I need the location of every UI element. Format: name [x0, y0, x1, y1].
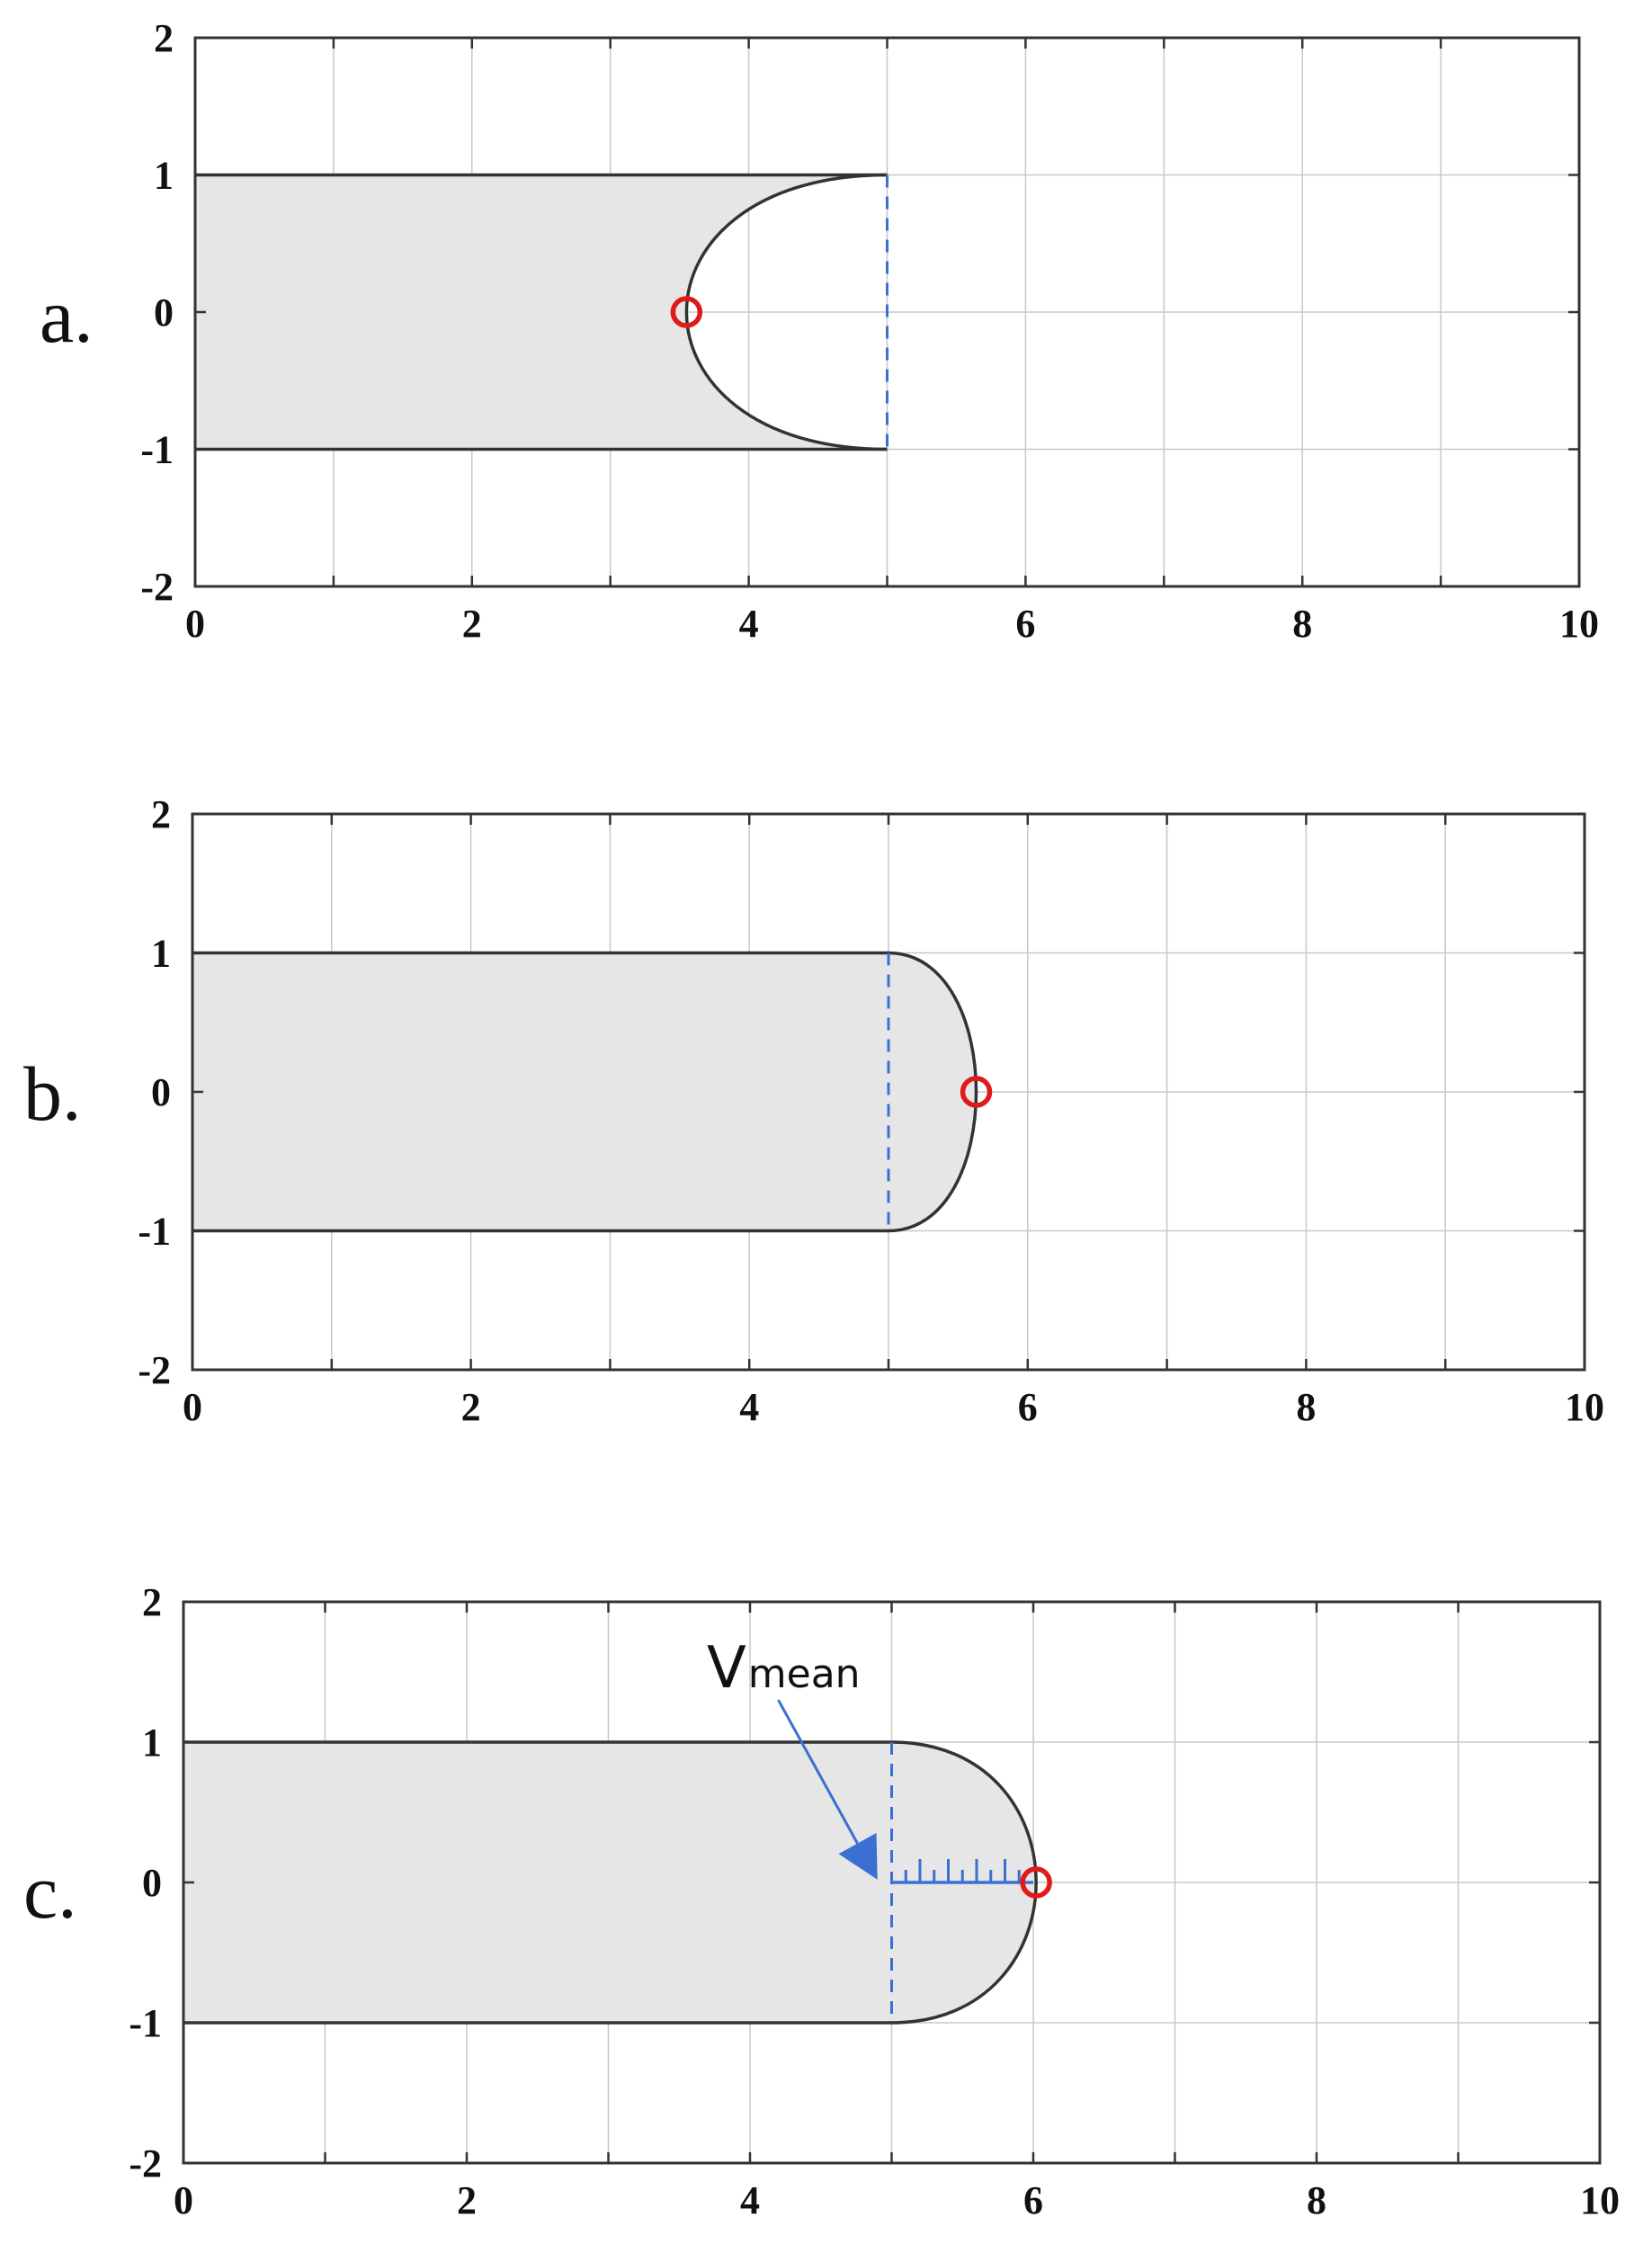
annotation-label-sub: mean	[748, 1651, 861, 1697]
x-tick-label: 0	[174, 2178, 193, 2222]
y-tick-label: 2	[154, 16, 174, 60]
annotation-label-main: V	[707, 1635, 746, 1702]
x-tick-label: 4	[740, 2178, 760, 2222]
y-tick-label: 1	[142, 1721, 162, 1765]
y-tick-label: 0	[151, 1070, 171, 1114]
y-tick-label: 1	[154, 154, 174, 198]
annotation-label: Vmean	[707, 1635, 861, 1702]
x-tick-label: 0	[183, 1385, 202, 1429]
y-tick-label: -1	[138, 1210, 171, 1254]
front-curve	[891, 1740, 1038, 2025]
x-tick-label: 8	[1296, 1385, 1316, 1429]
x-tick-label: 4	[739, 1385, 759, 1429]
front-marker	[960, 1076, 993, 1108]
y-tick-label: -1	[129, 2001, 162, 2045]
fluid-region	[195, 174, 888, 450]
panel-label: a.	[40, 273, 94, 359]
x-tick-label: 0	[185, 602, 205, 646]
y-tick-label: -2	[129, 2141, 162, 2186]
y-tick-label: 0	[154, 291, 174, 335]
y-tick-label: 1	[151, 932, 171, 976]
panel-label: c.	[23, 1848, 77, 1935]
x-tick-label: 4	[739, 602, 759, 646]
front-marker	[670, 296, 703, 328]
panel-label: b.	[23, 1050, 82, 1137]
x-tick-label: 6	[1023, 2178, 1043, 2222]
x-tick-label: 2	[461, 1385, 481, 1429]
y-tick-label: 0	[142, 1861, 162, 1905]
x-tick-label: 8	[1292, 602, 1312, 646]
y-tick-label: 2	[142, 1580, 162, 1624]
annotation-arrow-head	[838, 1833, 878, 1880]
front-curve	[684, 173, 888, 451]
x-tick-label: 6	[1018, 1385, 1038, 1429]
annotation-arrow-shaft	[777, 1699, 859, 1845]
x-tick-label: 2	[457, 2178, 477, 2222]
x-tick-label: 10	[1580, 2178, 1620, 2222]
y-tick-label: 2	[151, 792, 171, 836]
fluid-region	[192, 952, 977, 1231]
x-tick-label: 10	[1565, 1385, 1604, 1429]
y-tick-label: -1	[140, 428, 174, 472]
fluid-region	[183, 1742, 1037, 2023]
front-marker	[1020, 1866, 1052, 1899]
front-curve	[888, 951, 978, 1233]
x-tick-label: 6	[1015, 602, 1035, 646]
y-tick-label: -2	[138, 1348, 171, 1392]
y-tick-label: -2	[140, 565, 174, 609]
x-tick-label: 2	[462, 602, 482, 646]
x-tick-label: 8	[1307, 2178, 1326, 2222]
x-tick-label: 10	[1559, 602, 1599, 646]
